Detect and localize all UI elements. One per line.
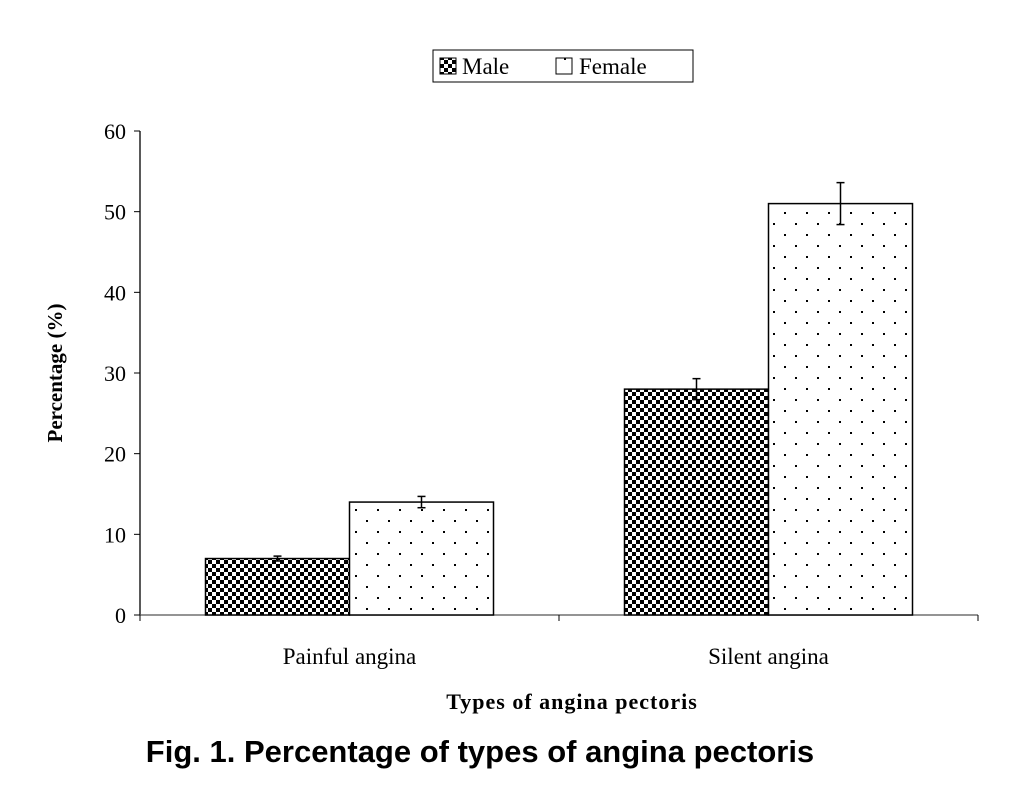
y-tick-label: 10	[104, 522, 126, 547]
y-tick-label: 0	[115, 603, 126, 628]
legend-label-female: Female	[579, 54, 647, 79]
y-tick-label: 40	[104, 280, 126, 305]
legend-label-male: Male	[462, 54, 509, 79]
x-tick-label: Painful angina	[283, 644, 417, 669]
bar-female	[767, 202, 914, 616]
y-tick-label: 20	[104, 442, 126, 467]
legend: Male Female	[432, 49, 694, 83]
figure-caption: Fig. 1. Percentage of types of angina pe…	[146, 734, 814, 769]
y-axis-label: Percentage (%)	[43, 304, 67, 443]
x-axis-label: Types of angina pectoris	[446, 689, 698, 714]
y-tick-label: 30	[104, 361, 126, 386]
y-tick-label: 50	[104, 200, 126, 225]
bar-male	[204, 557, 351, 616]
y-tick-label: 60	[104, 119, 126, 144]
legend-swatch-female	[555, 57, 573, 75]
bar-female	[348, 501, 495, 616]
bar-male	[623, 388, 770, 616]
x-tick-label: Silent angina	[708, 644, 829, 669]
legend-swatch-male	[439, 57, 457, 75]
